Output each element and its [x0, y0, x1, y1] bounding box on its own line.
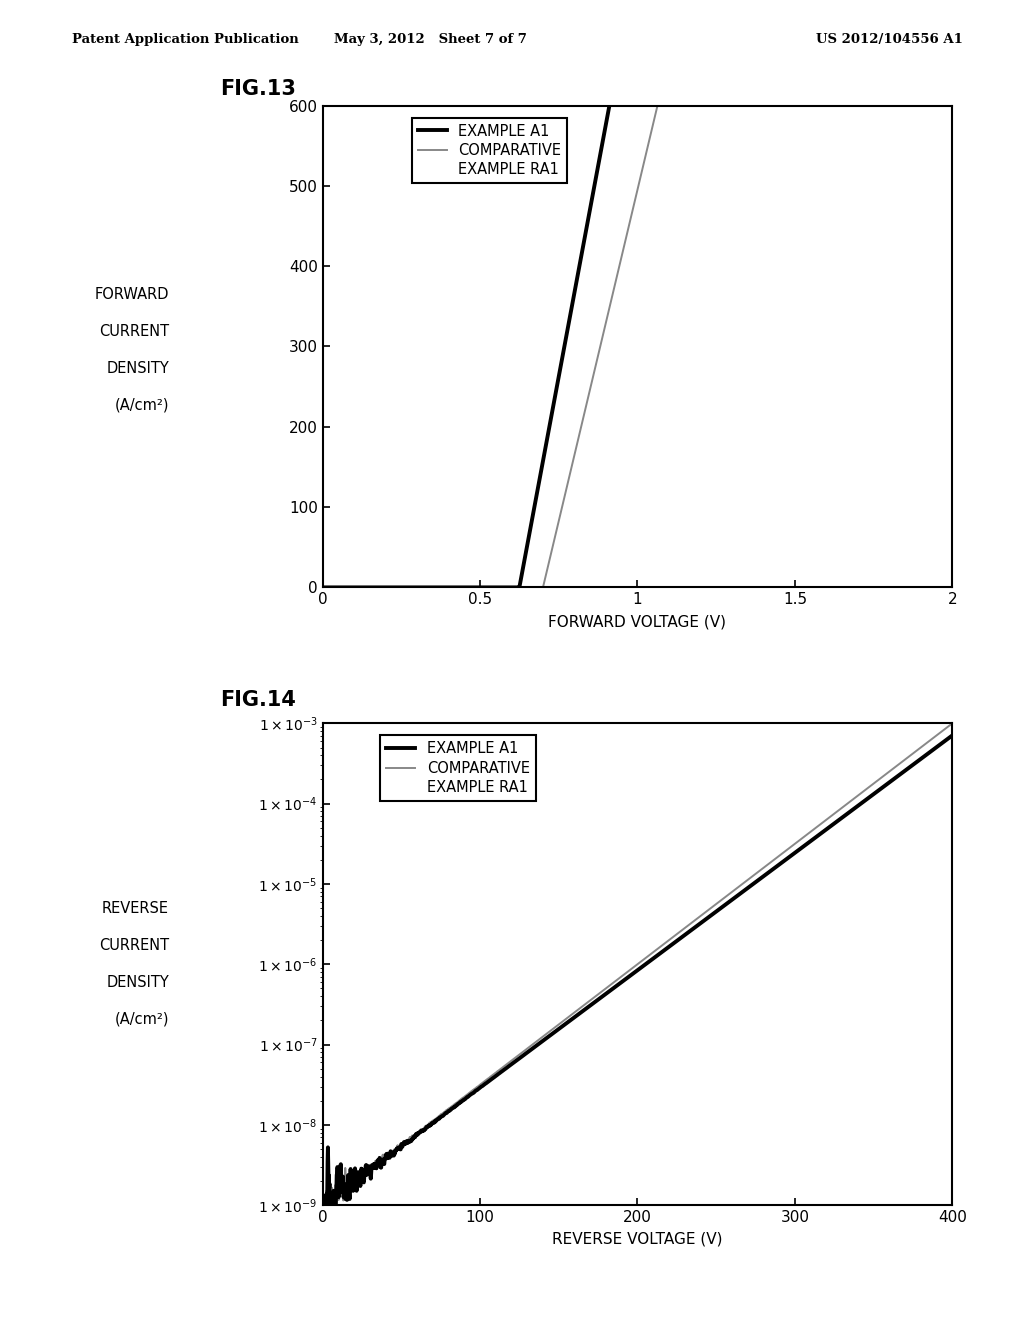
Text: US 2012/104556 A1: US 2012/104556 A1: [816, 33, 963, 46]
Text: DENSITY: DENSITY: [106, 360, 169, 376]
Text: FORWARD: FORWARD: [94, 286, 169, 302]
Text: Patent Application Publication: Patent Application Publication: [72, 33, 298, 46]
Text: CURRENT: CURRENT: [99, 323, 169, 339]
X-axis label: FORWARD VOLTAGE (V): FORWARD VOLTAGE (V): [549, 614, 726, 630]
Text: REVERSE: REVERSE: [102, 900, 169, 916]
Text: CURRENT: CURRENT: [99, 937, 169, 953]
Text: May 3, 2012   Sheet 7 of 7: May 3, 2012 Sheet 7 of 7: [334, 33, 526, 46]
Text: DENSITY: DENSITY: [106, 974, 169, 990]
X-axis label: REVERSE VOLTAGE (V): REVERSE VOLTAGE (V): [552, 1232, 723, 1247]
Text: (A/cm²): (A/cm²): [115, 397, 169, 413]
Text: (A/cm²): (A/cm²): [115, 1011, 169, 1027]
Text: FIG.13: FIG.13: [220, 79, 296, 99]
Text: FIG.14: FIG.14: [220, 690, 296, 710]
Legend: EXAMPLE A1, COMPARATIVE, EXAMPLE RA1: EXAMPLE A1, COMPARATIVE, EXAMPLE RA1: [412, 117, 567, 183]
Legend: EXAMPLE A1, COMPARATIVE, EXAMPLE RA1: EXAMPLE A1, COMPARATIVE, EXAMPLE RA1: [380, 735, 536, 801]
